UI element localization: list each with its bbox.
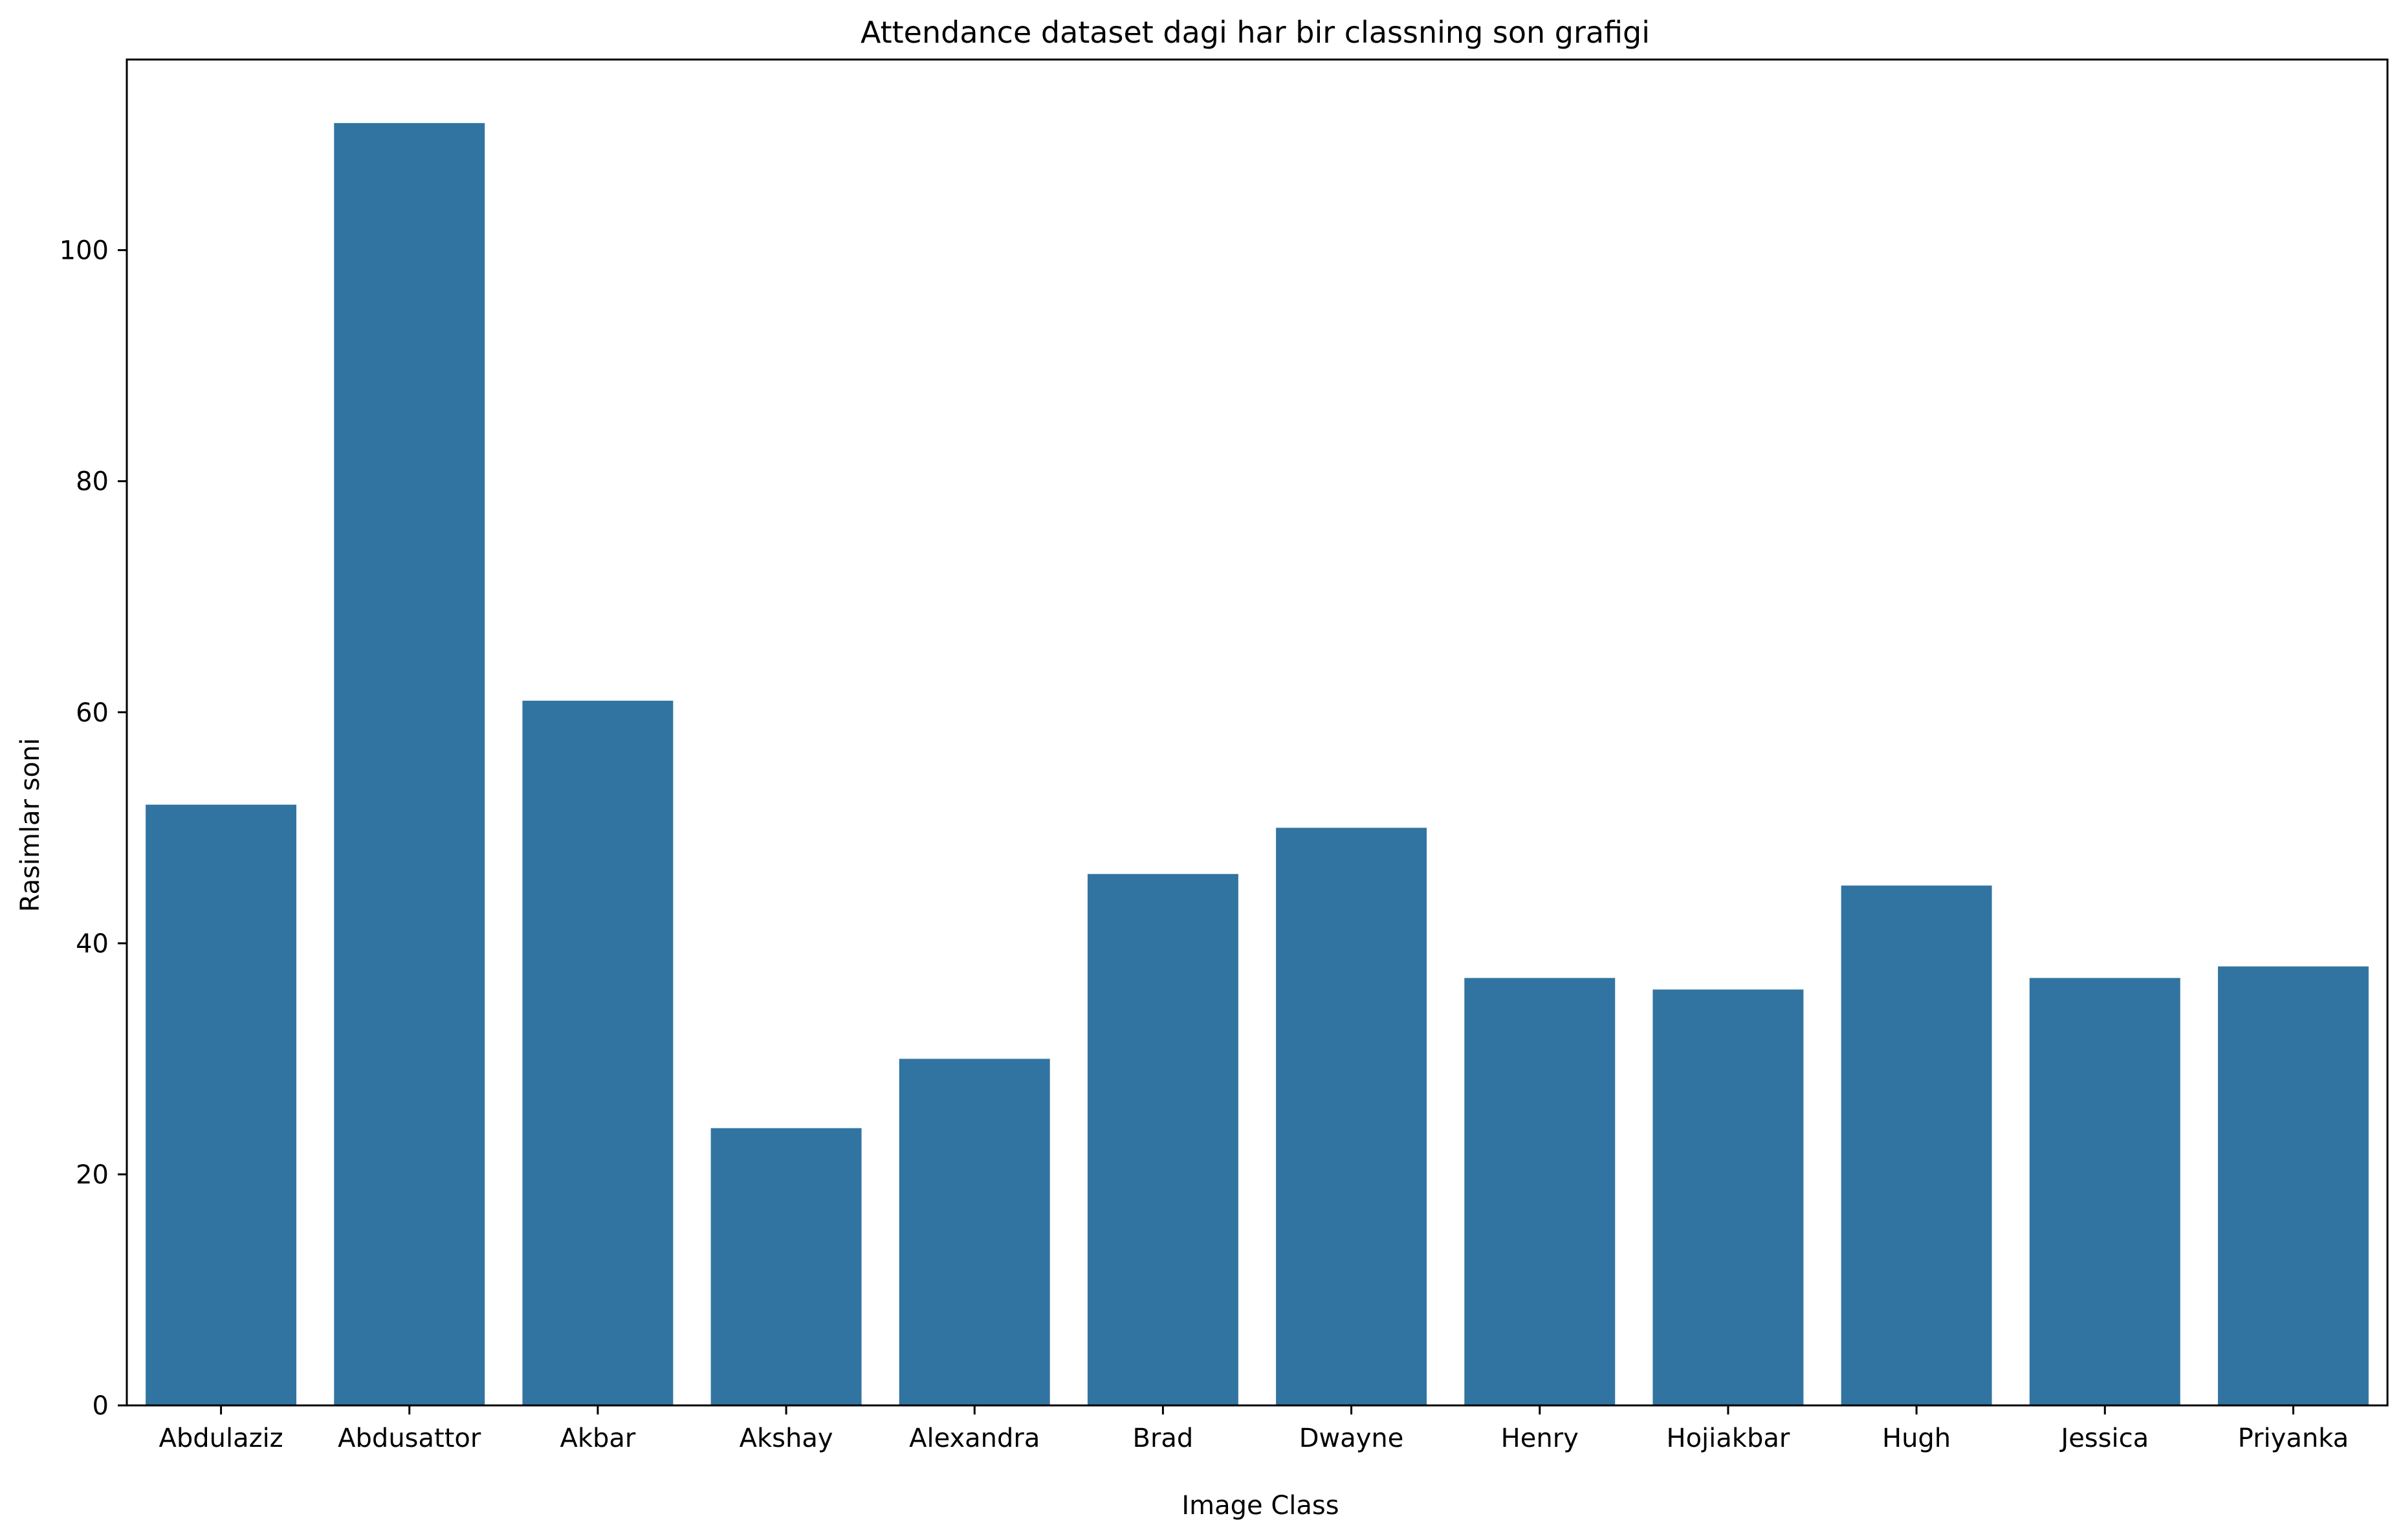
bar-jessica [2029,978,2180,1405]
bar-henry [1464,978,1616,1405]
bar-akbar [522,700,674,1405]
x-tick-label: Jessica [2059,1424,2149,1453]
x-tick-label: Akbar [560,1424,635,1453]
bars-group [146,123,2369,1406]
x-tick-label: Brad [1133,1424,1194,1453]
x-tick-label: Abdulaziz [159,1424,283,1453]
bar-brad [1087,874,1238,1405]
x-tick-label: Hojiakbar [1667,1424,1790,1453]
y-tick-label: 0 [93,1391,109,1421]
y-axis: 0 20 40 60 80 100 [60,236,127,1421]
x-tick-label: Priyanka [2238,1424,2349,1453]
y-axis-label: Rasimlar soni [16,738,45,912]
y-tick-label: 20 [76,1160,109,1190]
x-axis: Abdulaziz Abdusattor Akbar Akshay Alexandra B… [159,1405,2349,1453]
x-tick-label: Akshay [740,1424,833,1453]
bar-priyanka [2217,966,2369,1405]
x-axis-label: Image Class [1181,1491,1339,1521]
x-tick-label: Henry [1501,1424,1579,1453]
x-tick-label: Alexandra [909,1424,1040,1453]
y-tick-label: 40 [76,929,109,959]
x-tick-label: Hugh [1882,1424,1951,1453]
y-tick-label: 60 [76,698,109,728]
x-tick-label: Abdusattor [338,1424,481,1453]
x-tick-label: Dwayne [1299,1424,1404,1453]
plot-frame [126,58,2389,1407]
bar-alexandra [899,1059,1050,1405]
bar-hojiakbar [1652,989,1804,1405]
bar-abdusattor [334,123,485,1406]
bar-abdulaziz [146,804,297,1405]
bar-akshay [710,1128,862,1405]
bar-dwayne [1276,828,1427,1405]
y-tick-label: 100 [60,236,109,266]
bar-hugh [1841,885,1992,1405]
chart-title: Attendance dataset dagi har bir classnin… [861,15,1650,50]
y-tick-label: 80 [76,467,109,497]
